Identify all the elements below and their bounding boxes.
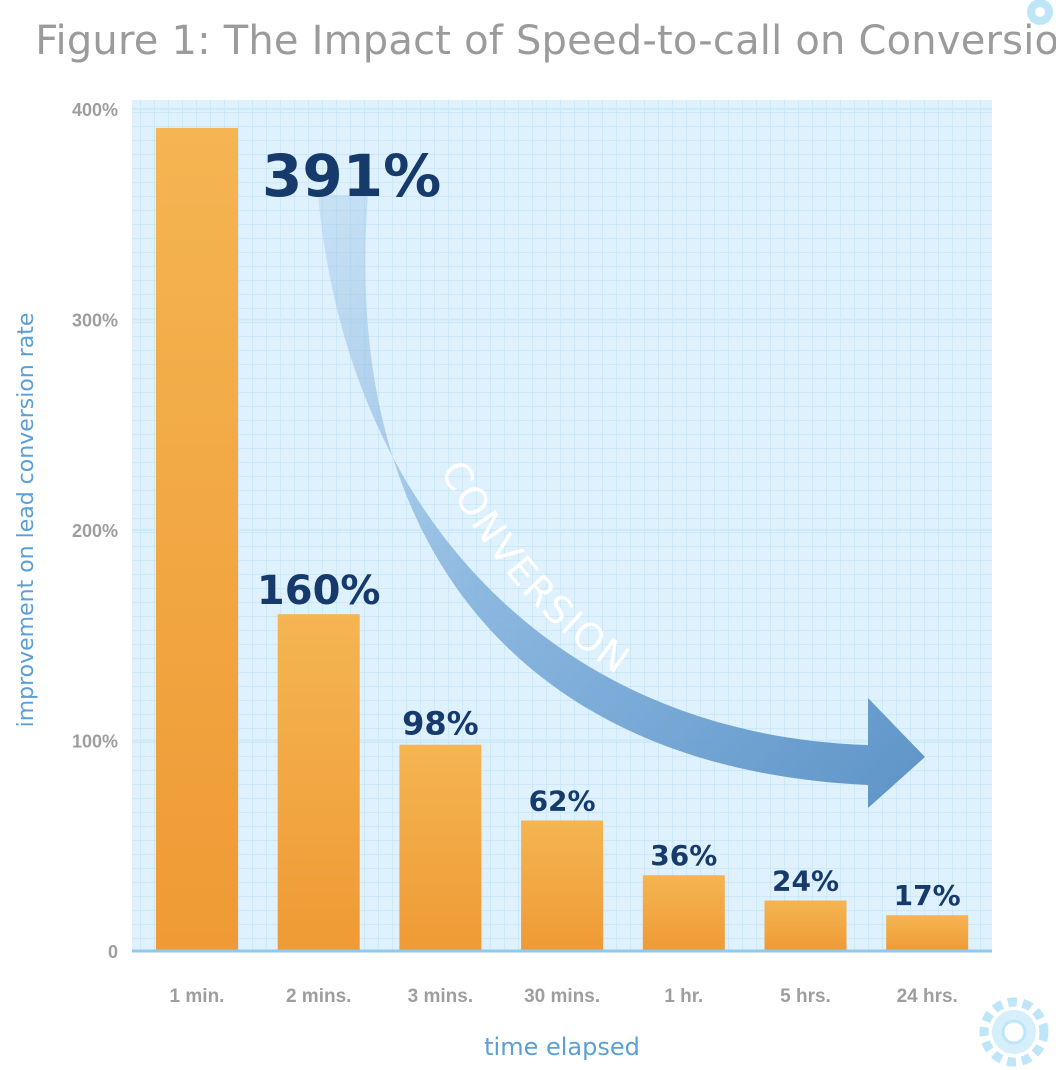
y-tick-label: 100% bbox=[72, 732, 118, 752]
x-axis-title: time elapsed bbox=[484, 1033, 640, 1061]
data-labels: 391% 160% 98% 62% 36% 24% 17% bbox=[257, 142, 961, 912]
x-tick-label: 5 hrs. bbox=[780, 986, 831, 1007]
x-tick-label: 2 mins. bbox=[286, 986, 351, 1007]
x-tick-label: 1 min. bbox=[170, 986, 225, 1007]
y-axis-title: improvement on lead conversion rate bbox=[14, 313, 39, 728]
x-tick-label: 30 mins. bbox=[524, 986, 600, 1007]
data-label-3: 62% bbox=[529, 784, 596, 817]
conversion-arrow bbox=[318, 195, 925, 808]
bar-1 bbox=[277, 614, 360, 951]
bar-4 bbox=[642, 875, 725, 951]
data-label-4: 36% bbox=[650, 839, 717, 872]
data-label-2: 98% bbox=[402, 705, 479, 743]
bar-5 bbox=[764, 900, 847, 951]
bar-2 bbox=[399, 744, 482, 951]
y-tick-label: 200% bbox=[72, 521, 118, 541]
data-label-0: 391% bbox=[262, 142, 441, 210]
bar-0 bbox=[156, 127, 238, 951]
y-tick-label: 0 bbox=[108, 942, 118, 962]
data-label-1: 160% bbox=[257, 568, 381, 614]
x-tick-label: 3 mins. bbox=[408, 986, 473, 1007]
x-tick-label: 1 hr. bbox=[664, 986, 703, 1007]
data-label-6: 17% bbox=[894, 879, 961, 912]
y-tick-label: 300% bbox=[72, 311, 118, 331]
bars bbox=[156, 127, 969, 951]
plot-grid bbox=[132, 100, 992, 951]
gear-icon bbox=[979, 997, 1049, 1067]
bar-3 bbox=[521, 820, 604, 951]
x-tick-label: 24 hrs. bbox=[897, 986, 958, 1007]
gear-icon bbox=[1027, 0, 1053, 25]
y-tick-label: 400% bbox=[72, 100, 118, 120]
x-axis-ticks: 1 min. 2 mins. 3 mins. 30 mins. 1 hr. 5 hrs. 2… bbox=[170, 986, 958, 1007]
bar-6 bbox=[886, 915, 969, 951]
y-axis-ticks: 0 100% 200% 300% 400% bbox=[72, 100, 118, 962]
chart-title: Figure 1: The Impact of Speed-to-call on… bbox=[35, 18, 1056, 64]
data-label-5: 24% bbox=[772, 864, 839, 897]
